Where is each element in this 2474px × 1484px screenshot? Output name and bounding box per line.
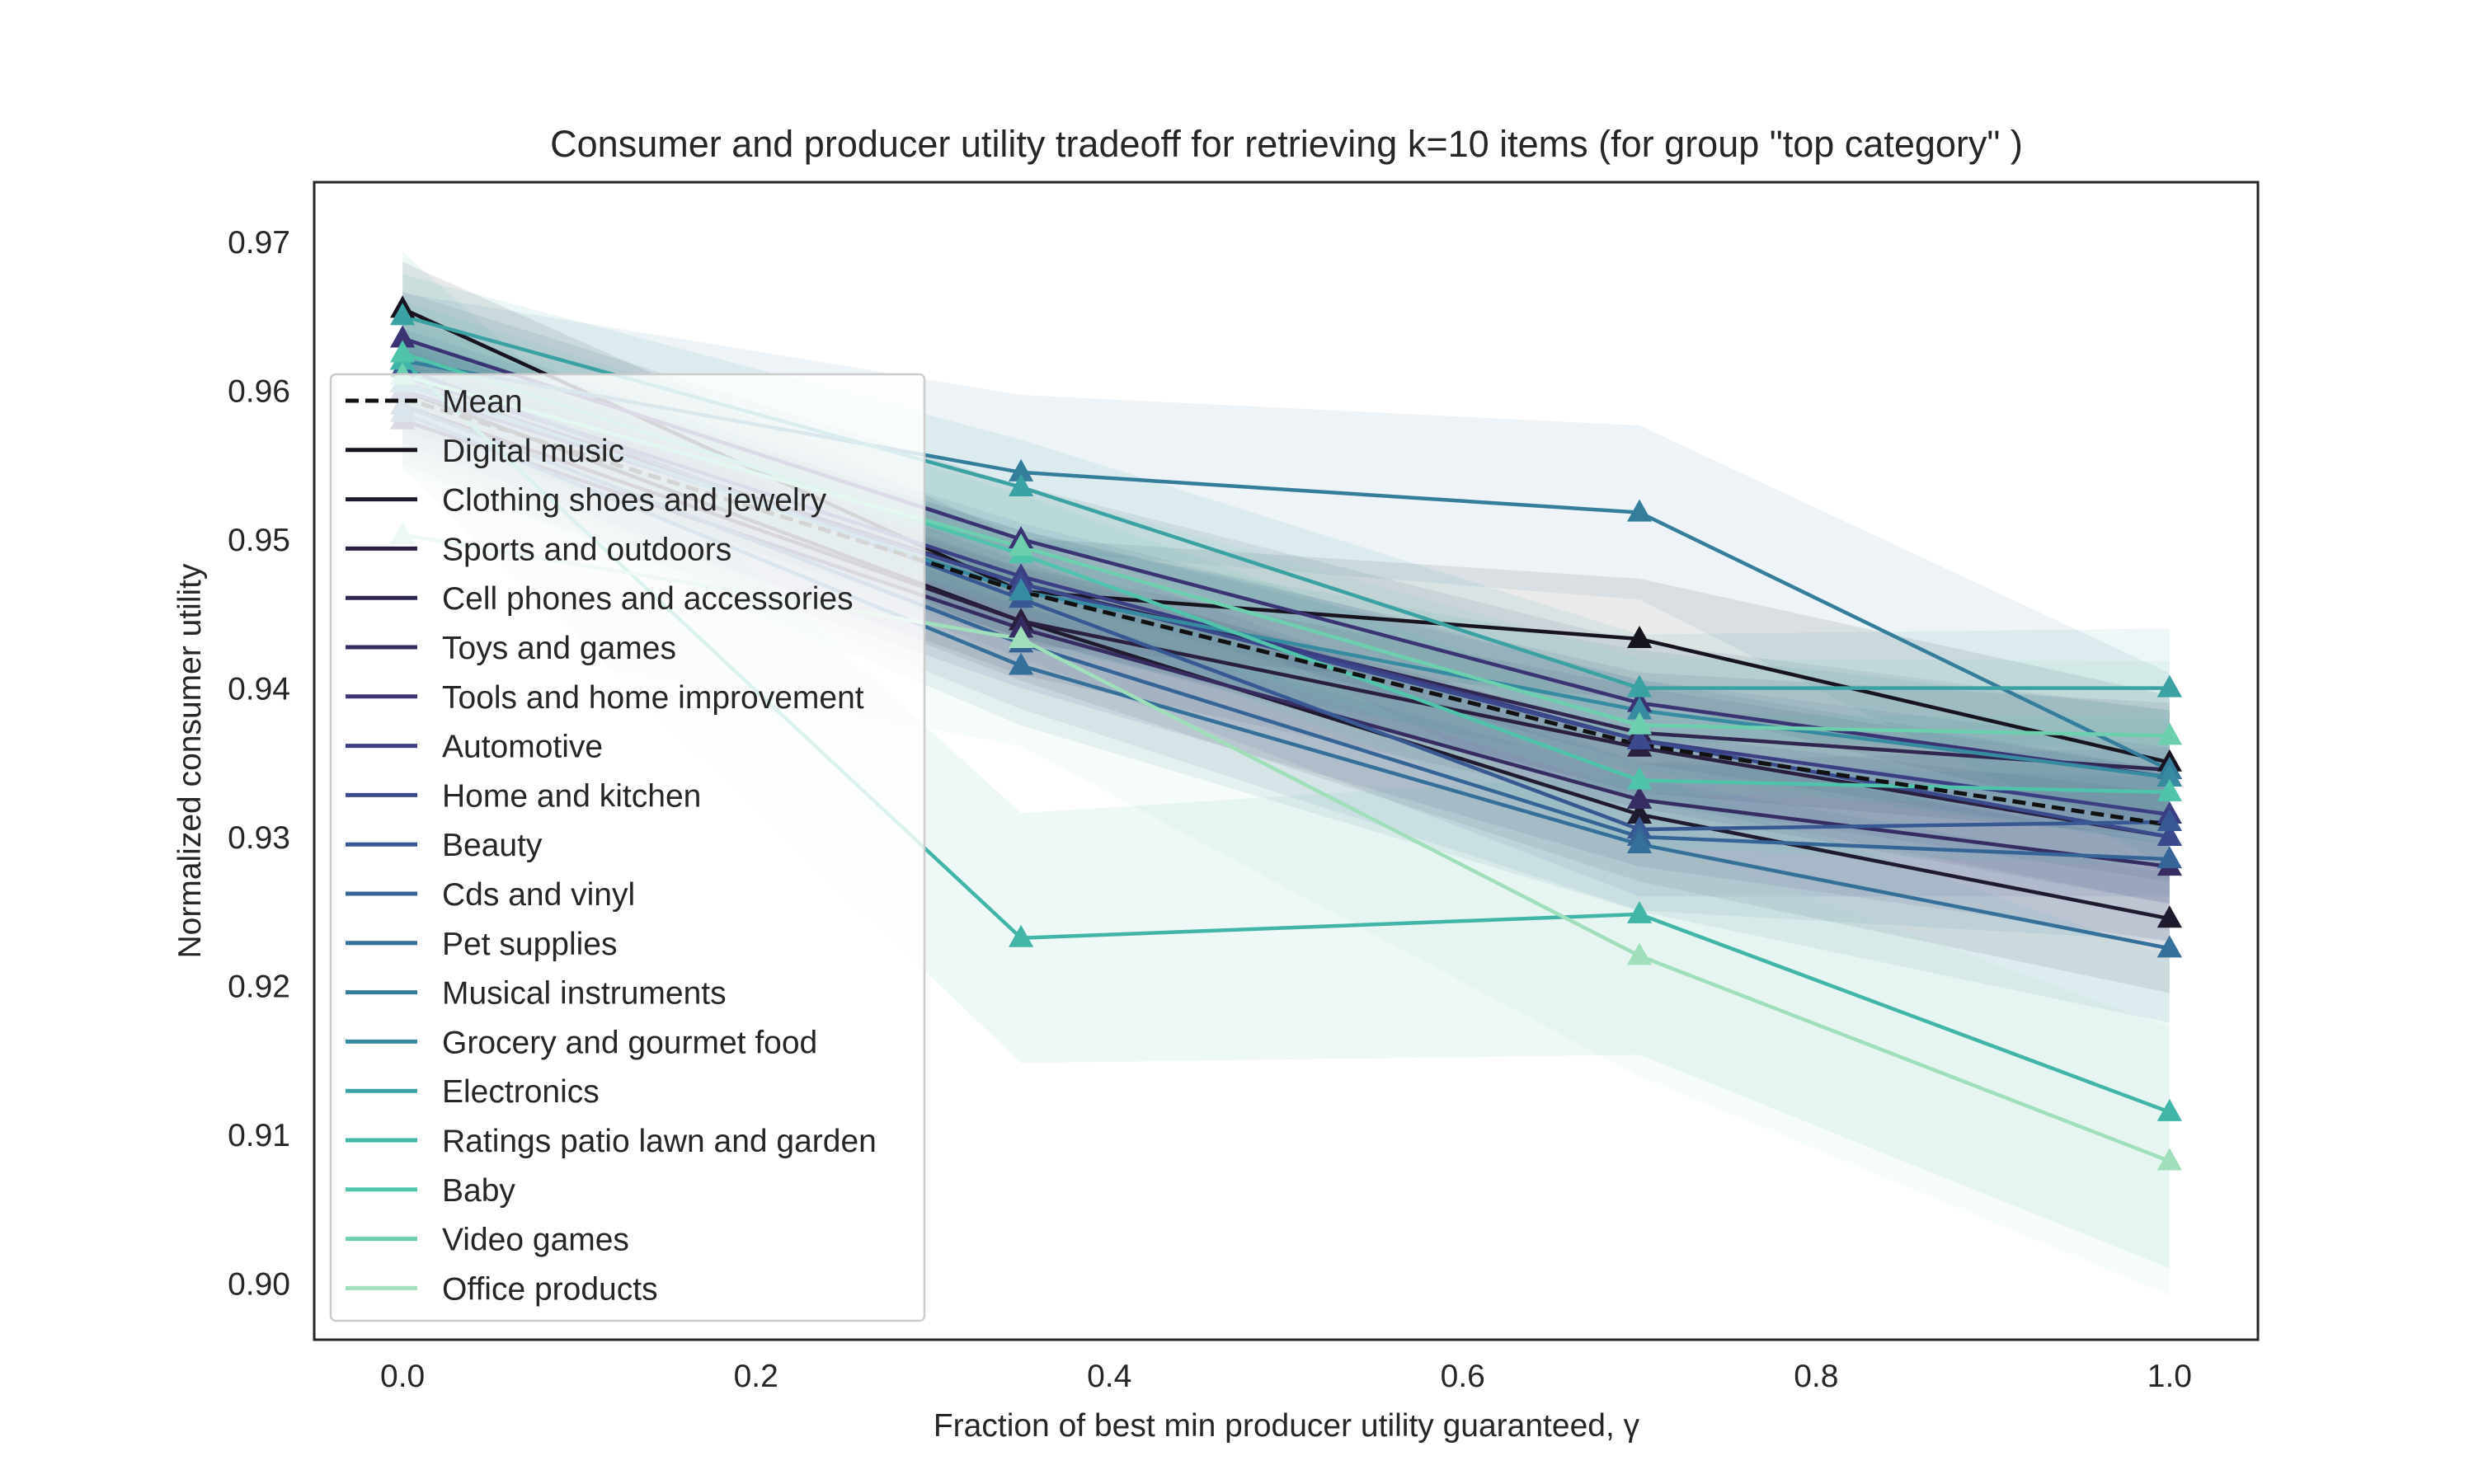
x-tick-label: 0.8 [1794,1359,1838,1394]
data-point-marker [1626,786,1653,809]
legend-label: Sports and outdoors [442,532,731,567]
data-point-marker [1626,767,1653,790]
series-markers [390,295,2182,1171]
confidence-band [402,291,2170,845]
data-point-marker [1008,625,1034,649]
data-point-marker [2157,778,2182,801]
confidence-band [402,360,2170,1023]
y-tick-label: 0.94 [228,672,290,707]
x-tick-label: 0.4 [1087,1359,1131,1394]
x-tick-label: 0.6 [1441,1359,1485,1394]
y-tick-label: 0.93 [228,820,290,856]
plot-frame [313,181,2260,1341]
legend-box [329,373,926,1322]
data-point-marker [1626,831,1653,854]
y-tick-label: 0.95 [228,523,290,558]
data-point-marker [2157,905,2182,928]
data-point-marker [1626,674,1653,697]
legend-label: Video games [442,1223,629,1258]
chart-title: Consumer and producer utility tradeoff f… [550,123,2023,165]
x-axis-label: Fraction of best min producer utility gu… [934,1408,1640,1444]
y-tick-label: 0.91 [228,1118,290,1153]
confidence-band [402,336,2170,838]
data-point-marker [390,340,416,363]
legend-label: Digital music [442,434,624,469]
confidence-band [402,328,2170,882]
legend-label: Automotive [442,730,603,765]
legend-label: Ratings patio lawn and garden [442,1124,877,1159]
y-tick-label: 0.92 [228,969,290,1004]
legend-label: Baby [442,1173,515,1209]
x-tick-label: 0.0 [380,1359,425,1394]
data-point-marker [1008,533,1034,556]
x-axis-ticks: 0.0 0.2 0.4 0.6 0.8 1.0 [380,1359,2192,1394]
data-point-marker [1008,652,1034,675]
data-point-marker [2157,1098,2182,1121]
legend-label: Pet supplies [442,927,617,962]
data-point-marker [1626,711,1653,735]
confidence-band [402,358,2170,904]
data-point-marker [1626,942,1653,965]
legend-label: Clothing shoes and jewelry [442,483,827,519]
data-point-marker [1626,900,1653,923]
confidence-band [402,348,2170,942]
data-point-marker [2157,722,2182,745]
confidence-band [402,316,2170,897]
y-tick-label: 0.96 [228,374,290,410]
x-tick-label: 1.0 [2147,1359,2192,1394]
legend-label: Beauty [442,828,543,863]
legend-label: Office products [442,1271,658,1307]
data-point-marker [1008,473,1034,496]
data-point-marker [1626,499,1653,522]
data-point-marker [2157,674,2182,697]
legend-label: Cell phones and accessories [442,581,854,617]
x-tick-label: 0.2 [734,1359,778,1394]
data-point-marker [1626,726,1653,749]
data-point-marker [1008,924,1034,947]
y-tick-label: 0.90 [228,1266,290,1302]
legend-label: Grocery and gourmet food [442,1025,817,1060]
data-point-marker [2157,935,2182,958]
legend-label: Home and kitchen [442,778,701,814]
legend-label: Cds and vinyl [442,877,635,913]
confidence-band [402,336,2170,845]
data-point-marker [2157,808,2182,831]
legend: Mean Digital music Clothing shoes and jewe… [329,373,926,1322]
data-point-marker [390,303,416,326]
data-point-marker [1008,578,1034,601]
data-point-marker [2157,1148,2182,1171]
confidence-band [402,368,2170,942]
data-point-marker [2157,824,2182,847]
y-axis-label: Normalized consumer utility [172,563,208,958]
confidence-band [402,251,2170,1269]
legend-label: Toys and games [442,631,676,666]
legend-label: Mean [442,384,523,420]
y-axis-ticks: 0.90 0.91 0.92 0.93 0.94 0.95 0.96 0.97 [228,225,290,1302]
data-point-marker [1626,625,1653,649]
y-tick-label: 0.97 [228,225,290,261]
data-point-marker [2157,846,2182,869]
legend-label: Musical instruments [442,976,727,1012]
legend-label: Electronics [442,1074,600,1110]
legend-label: Tools and home improvement [442,680,864,716]
